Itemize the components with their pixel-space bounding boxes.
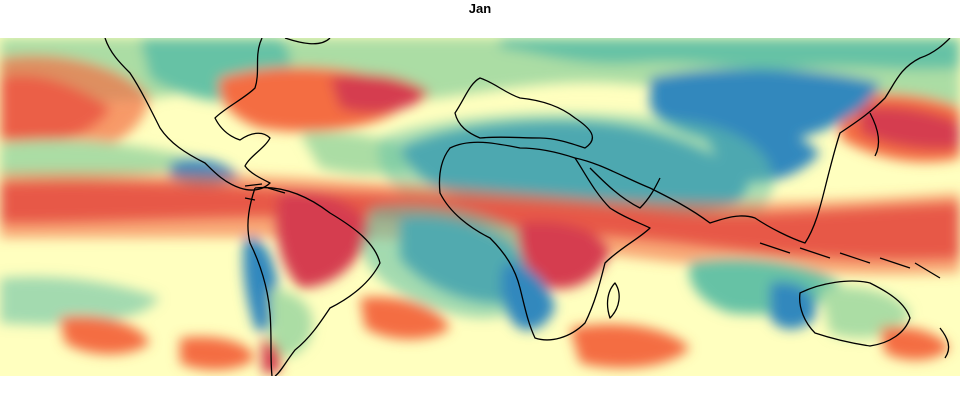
coastline-indonesia [759, 242, 941, 279]
field-africa-red [518, 221, 610, 289]
coastline-greenland [284, 38, 331, 45]
coastlines [104, 38, 951, 376]
field-south-pacific-green [0, 276, 160, 325]
field-dry-east-asia [860, 106, 960, 150]
coastline-new-zealand [939, 327, 950, 359]
field-kalahari-blue [500, 263, 555, 331]
world-map [0, 38, 960, 376]
precipitation-field [0, 38, 960, 373]
field-amazon-red [276, 192, 370, 288]
field-so-orange-5 [180, 336, 255, 370]
coastline-africa [438, 141, 651, 341]
coastline-arabia [589, 167, 661, 209]
coastline-south-america [247, 186, 381, 376]
map-title: Jan [468, 1, 492, 16]
coastline-north-america [104, 38, 271, 191]
field-south-atlantic-green [360, 204, 547, 318]
map-panel [0, 38, 960, 376]
field-australia-green [820, 286, 910, 338]
field-sa-south-green [270, 288, 313, 357]
field-so-orange-2 [570, 324, 690, 368]
coastline-europe [454, 77, 594, 149]
coastline-madagascar [606, 282, 620, 319]
field-dry-nw-orange [0, 55, 150, 161]
field-dry-north-atlantic-core [330, 73, 430, 113]
coastline-caribbean [244, 183, 286, 201]
coastline-asia [574, 38, 951, 244]
field-north-green [500, 38, 960, 70]
coastline-japan [869, 112, 880, 157]
coastline-australia [799, 280, 911, 347]
field-so-orange-1 [360, 297, 450, 340]
field-subtrop-north-green [0, 139, 200, 180]
field-so-orange-3 [60, 316, 150, 355]
